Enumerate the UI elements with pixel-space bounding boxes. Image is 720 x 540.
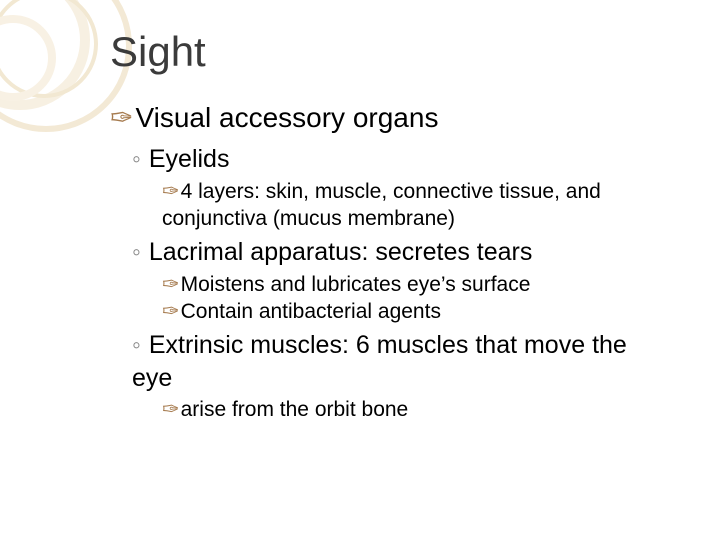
circle-bullet-icon: ◦: [132, 331, 141, 359]
swash-bullet-icon: ✑: [162, 398, 180, 421]
lvl3-text: Moistens and lubricates eye’s surface: [181, 273, 531, 296]
lvl3-item: ✑Contain antibacterial agents: [162, 298, 670, 325]
lvl3-text: arise from the orbit bone: [181, 398, 409, 421]
lvl3-text: 4 layers: skin, muscle, connective tissu…: [162, 180, 601, 230]
lvl2-text: Eyelids: [149, 145, 230, 173]
swash-bullet-icon: ✑: [110, 102, 133, 133]
lvl2-item: ◦ Eyelids: [132, 143, 670, 176]
slide: Sight ✑Visual accessory organs ◦Eyelids …: [0, 0, 720, 540]
lvl1-heading-text: Visual accessory organs: [135, 102, 438, 133]
swash-bullet-icon: ✑: [162, 273, 180, 296]
swash-bullet-icon: ✑: [162, 300, 180, 323]
lvl2-text: Extrinsic muscles: 6 muscles that move t…: [132, 331, 627, 392]
lvl3-item: ✑Moistens and lubricates eye’s surface: [162, 271, 670, 298]
lvl1-heading: ✑Visual accessory organs: [110, 100, 670, 135]
circle-bullet-icon: ◦: [132, 145, 141, 173]
lvl2-item: ◦Extrinsic muscles: 6 muscles that move …: [132, 329, 670, 394]
lvl2-item: ◦ Lacrimal apparatus: secretes tears: [132, 236, 670, 269]
lvl3-item: ✑arise from the orbit bone: [162, 396, 670, 423]
lvl3-item: ✑4 layers: skin, muscle, connective tiss…: [162, 178, 670, 233]
swash-bullet-icon: ✑: [162, 180, 180, 203]
circle-bullet-icon: ◦: [132, 238, 141, 266]
slide-title: Sight: [110, 28, 670, 76]
lvl2-text: Lacrimal apparatus: secretes tears: [149, 238, 533, 266]
lvl3-text: Contain antibacterial agents: [181, 300, 441, 323]
